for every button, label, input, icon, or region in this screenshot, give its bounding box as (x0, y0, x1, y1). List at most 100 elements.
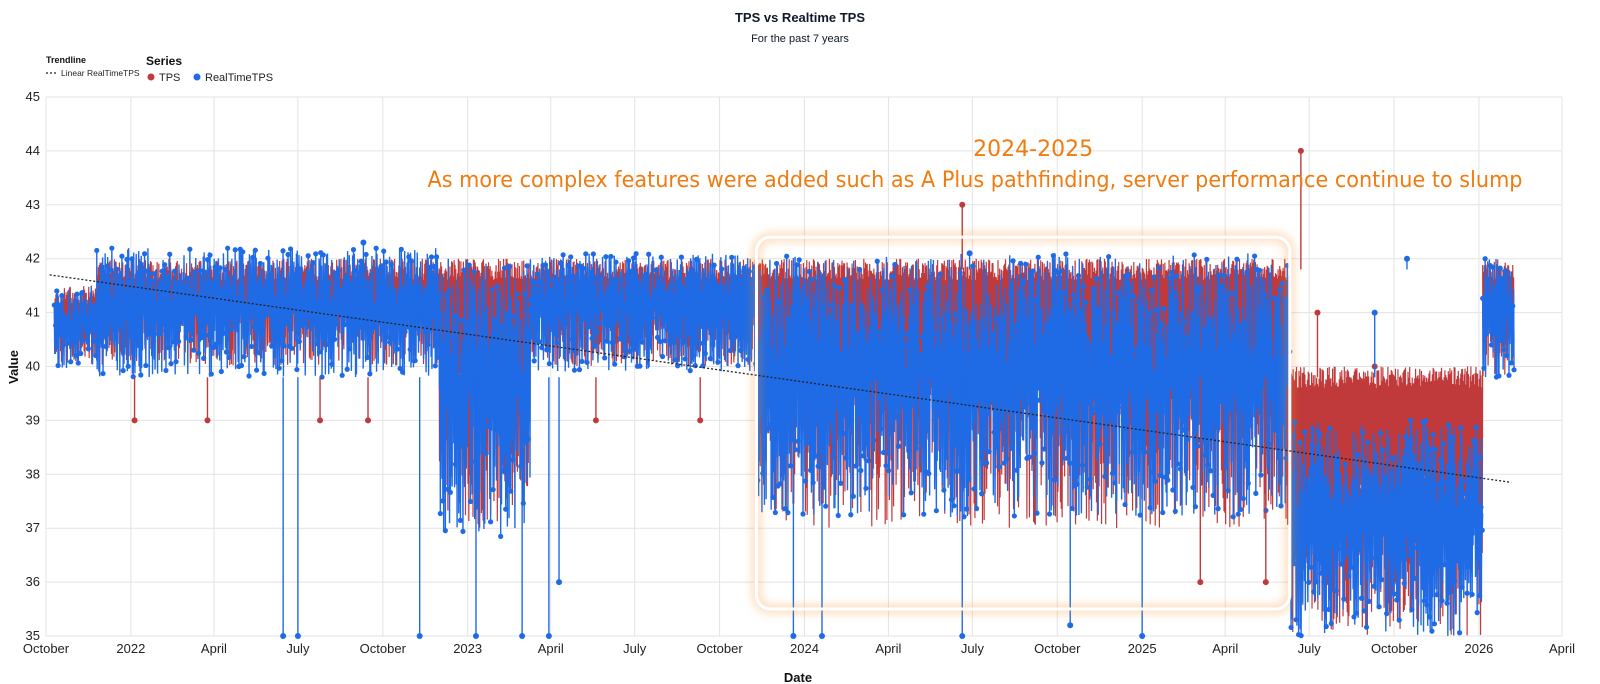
x-axis: October 2022 April July October 2023 April July… (23, 641, 1575, 656)
point-realtimetps (1415, 486, 1421, 493)
y-tick-label: 36 (26, 574, 40, 589)
point-realtimetps (1377, 430, 1383, 436)
point-realtimetps (1318, 570, 1324, 576)
point-realtimetps (894, 339, 900, 345)
point-realtimetps (879, 287, 885, 293)
point-realtimetps (1180, 426, 1186, 433)
point-realtimetps (1170, 487, 1176, 493)
point-realtimetps (397, 365, 403, 372)
point-realtimetps (109, 245, 115, 251)
point-realtimetps (740, 305, 746, 311)
point-realtimetps (703, 284, 710, 290)
point-realtimetps (1366, 598, 1372, 604)
point-realtimetps (1438, 457, 1444, 464)
point-realtimetps (932, 347, 938, 353)
point-realtimetps (1302, 429, 1308, 435)
point-realtimetps (264, 312, 270, 318)
point-realtimetps (1502, 268, 1508, 274)
point-realtimetps (1049, 428, 1055, 434)
point-realtimetps (162, 262, 168, 268)
point-realtimetps (712, 311, 718, 317)
point-realtimetps (437, 510, 443, 517)
point-realtimetps (476, 317, 482, 323)
point-realtimetps (326, 328, 333, 334)
y-tick-label: 37 (26, 520, 40, 535)
point-realtimetps (537, 294, 544, 300)
point-realtimetps (131, 286, 138, 292)
point-realtimetps (717, 306, 724, 312)
point-realtimetps (1215, 506, 1221, 512)
point-realtimetps (1288, 624, 1294, 631)
point-realtimetps (387, 339, 393, 345)
point-realtimetps (860, 453, 866, 459)
point-realtimetps (1390, 455, 1396, 461)
point-realtimetps (1160, 509, 1166, 516)
point-realtimetps (1470, 438, 1477, 444)
point-realtimetps (1182, 406, 1189, 412)
point-realtimetps (1273, 427, 1279, 433)
point-realtimetps (972, 319, 978, 326)
point-realtimetps (1019, 393, 1025, 399)
point-realtimetps (834, 320, 840, 326)
point-tps (1262, 579, 1269, 586)
point-realtimetps (989, 397, 995, 403)
point-realtimetps (1356, 546, 1362, 552)
point-realtimetps (1093, 275, 1099, 282)
point-realtimetps (447, 489, 453, 495)
point-realtimetps (997, 317, 1004, 323)
point-realtimetps (779, 328, 785, 334)
point-realtimetps (1199, 350, 1205, 356)
point-realtimetps (801, 350, 807, 356)
point-realtimetps (1329, 498, 1336, 504)
point-realtimetps (1389, 546, 1395, 552)
point-realtimetps (1031, 450, 1038, 456)
point-realtimetps (63, 334, 69, 340)
point-realtimetps (1046, 511, 1053, 517)
point-realtimetps (880, 449, 887, 456)
point-realtimetps (1206, 329, 1212, 335)
point-realtimetps (583, 251, 589, 257)
point-realtimetps (1441, 562, 1448, 568)
point-realtimetps (1501, 347, 1507, 353)
point-realtimetps (1096, 307, 1102, 314)
point-realtimetps (1146, 310, 1152, 316)
point-realtimetps (454, 313, 460, 319)
point-realtimetps (521, 290, 528, 297)
point-realtimetps (74, 291, 80, 297)
point-realtimetps (620, 288, 627, 294)
point-realtimetps (561, 320, 567, 326)
point-realtimetps (1233, 376, 1239, 382)
point-realtimetps (352, 323, 358, 330)
point-realtimetps (1067, 622, 1074, 629)
point-realtimetps (1372, 492, 1378, 498)
point-realtimetps (678, 254, 685, 260)
point-realtimetps (815, 463, 821, 469)
point-realtimetps (1267, 366, 1273, 373)
point-tps (1197, 579, 1204, 586)
point-realtimetps (1371, 583, 1377, 589)
point-realtimetps (120, 367, 126, 374)
point-realtimetps (867, 343, 873, 349)
point-realtimetps (1446, 589, 1453, 596)
point-realtimetps (776, 298, 782, 304)
point-realtimetps (1326, 606, 1332, 613)
point-realtimetps (391, 289, 397, 295)
point-realtimetps (1450, 435, 1456, 442)
point-realtimetps (208, 371, 214, 377)
point-realtimetps (1360, 429, 1366, 435)
point-realtimetps (96, 281, 102, 287)
point-realtimetps (791, 292, 797, 298)
point-realtimetps (1147, 505, 1153, 511)
chart-title: TPS vs Realtime TPS (735, 10, 865, 25)
point-realtimetps (306, 303, 313, 309)
point-realtimetps (1460, 478, 1466, 484)
point-realtimetps (277, 277, 284, 283)
point-realtimetps (1108, 354, 1114, 360)
point-realtimetps (824, 319, 830, 325)
point-realtimetps (147, 271, 153, 277)
point-realtimetps (882, 312, 888, 319)
point-realtimetps (628, 268, 634, 274)
point-realtimetps (262, 281, 268, 287)
point-realtimetps (872, 351, 878, 358)
point-realtimetps (1029, 424, 1035, 431)
